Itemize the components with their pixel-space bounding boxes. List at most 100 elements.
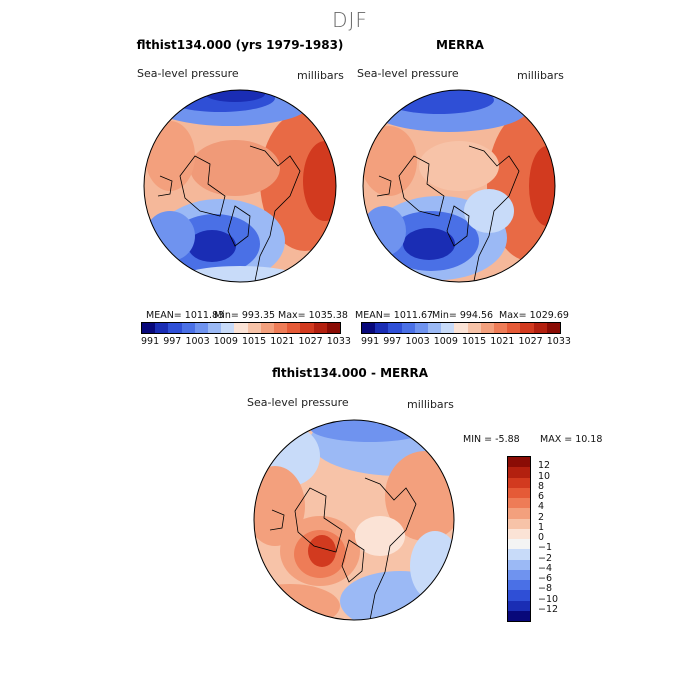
panel2-mean: MEAN= 1011.67 [355, 310, 434, 321]
colorbar-swatch [155, 323, 169, 333]
colorbar-swatch [508, 487, 530, 498]
colorbar-tick-label: 1009 [213, 336, 238, 347]
colorbar-swatch [142, 323, 156, 333]
colorbar-swatch [508, 610, 530, 621]
colorbar-swatch [274, 323, 288, 333]
colorbar-swatch [507, 323, 521, 333]
colorbar-swatch [508, 528, 530, 539]
colorbar-swatch [194, 323, 209, 333]
colorbar-swatch [508, 569, 530, 580]
colorbar-swatch [508, 467, 530, 478]
colorbar-tick-label: −1 [538, 542, 553, 554]
colorbar-tick-label: 991 [361, 336, 380, 347]
colorbar-swatch [221, 323, 235, 333]
panel3-min: MIN = -5.88 [463, 434, 520, 445]
colorbar-tick-label: 1015 [241, 336, 267, 347]
colorbar-swatch [508, 590, 530, 601]
panel2-colorbar [361, 322, 561, 334]
colorbar-tick-label: 1021 [270, 336, 295, 347]
colorbar-tick-label: 12 [538, 460, 551, 472]
colorbar-swatch [546, 323, 561, 333]
colorbar-swatch [181, 323, 195, 333]
colorbar-swatch [508, 549, 530, 560]
colorbar-swatch [247, 323, 261, 333]
colorbar-swatch [414, 323, 429, 333]
colorbar-tick-label: 1009 [433, 336, 458, 347]
colorbar-tick-label: 1015 [461, 336, 487, 347]
colorbar-tick-label: −10 [538, 593, 559, 605]
colorbar-tick-label: 0 [538, 532, 545, 543]
panel2-units: millibars [517, 69, 564, 82]
colorbar-tick-label: 10 [538, 470, 551, 482]
colorbar-swatch [362, 323, 376, 333]
colorbar-swatch [494, 323, 508, 333]
colorbar-tick-label: 1027 [298, 336, 323, 347]
colorbar-tick-label: 997 [383, 336, 402, 347]
colorbar-tick-label: 997 [163, 336, 182, 347]
colorbar-swatch [508, 580, 530, 591]
colorbar-tick-label: 1033 [546, 336, 571, 347]
colorbar-tick-label: 8 [538, 480, 545, 492]
panel1-units: millibars [297, 69, 344, 82]
panel1-colorbar-ticks: 991 997 1003 1009 1015 1021 1027 1033 [141, 336, 351, 347]
panel1-mean: MEAN= 1011.83 [146, 310, 225, 321]
panel2-colorbar-ticks: 991 997 1003 1009 1015 1021 1027 1033 [361, 336, 571, 347]
colorbar-swatch [508, 518, 530, 529]
panel1-map [143, 89, 337, 283]
panel3-colorbar [507, 456, 531, 622]
colorbar-swatch [234, 323, 248, 333]
colorbar-tick-label: 1 [538, 521, 545, 533]
panel1-colorbar [141, 322, 341, 334]
colorbar-tick-label: −12 [538, 603, 559, 615]
colorbar-swatch [508, 457, 530, 468]
panel2-map [362, 89, 556, 283]
panel3-units: millibars [407, 398, 454, 411]
colorbar-swatch [508, 477, 530, 488]
colorbar-swatch [480, 323, 495, 333]
panel2-max: Max= 1029.69 [499, 310, 569, 321]
panel3-max: MAX = 10.18 [540, 434, 603, 445]
colorbar-swatch [260, 323, 275, 333]
colorbar-swatch [300, 323, 314, 333]
colorbar-tick-label: 1003 [185, 336, 210, 347]
colorbar-swatch [287, 323, 301, 333]
colorbar-tick-label: 6 [538, 491, 545, 502]
colorbar-tick-label: −8 [538, 583, 553, 595]
panel2-min: Min= 994.56 [432, 310, 494, 321]
colorbar-tick-label: 1003 [405, 336, 430, 347]
colorbar-swatch [508, 498, 530, 509]
colorbar-swatch [508, 508, 530, 519]
colorbar-swatch [533, 323, 547, 333]
panel1-min: Min= 993.35 [214, 310, 276, 321]
colorbar-tick-label: 1033 [326, 336, 351, 347]
colorbar-swatch [313, 323, 327, 333]
colorbar-swatch [401, 323, 415, 333]
panel2-title: MERRA [436, 38, 484, 52]
colorbar-swatch [441, 323, 455, 333]
colorbar-swatch [208, 323, 222, 333]
colorbar-swatch [520, 323, 534, 333]
figure-title: DJF [332, 8, 368, 32]
colorbar-swatch [454, 323, 468, 333]
colorbar-tick-label: 1027 [518, 336, 543, 347]
colorbar-tick-label: −4 [538, 562, 553, 574]
colorbar-swatch [428, 323, 442, 333]
colorbar-tick-label: 4 [538, 501, 545, 513]
colorbar-swatch [326, 323, 341, 333]
colorbar-swatch [467, 323, 481, 333]
colorbar-tick-label: −2 [538, 552, 553, 564]
panel1-variable: Sea-level pressure [137, 67, 239, 80]
colorbar-tick-label: 2 [538, 511, 545, 523]
panel1-title: flthist134.000 (yrs 1979-1983) [136, 38, 344, 52]
colorbar-swatch [388, 323, 402, 333]
colorbar-swatch [508, 539, 530, 550]
colorbar-swatch [508, 559, 530, 570]
colorbar-tick-label: −6 [538, 573, 553, 584]
panel3-variable: Sea-level pressure [247, 396, 349, 409]
panel3-title: flthist134.000 - MERRA [271, 366, 429, 380]
colorbar-swatch [508, 600, 530, 611]
panel1-max: Max= 1035.38 [278, 310, 348, 321]
colorbar-tick-label: 1021 [490, 336, 515, 347]
colorbar-swatch [168, 323, 182, 333]
panel3-map [253, 419, 455, 621]
